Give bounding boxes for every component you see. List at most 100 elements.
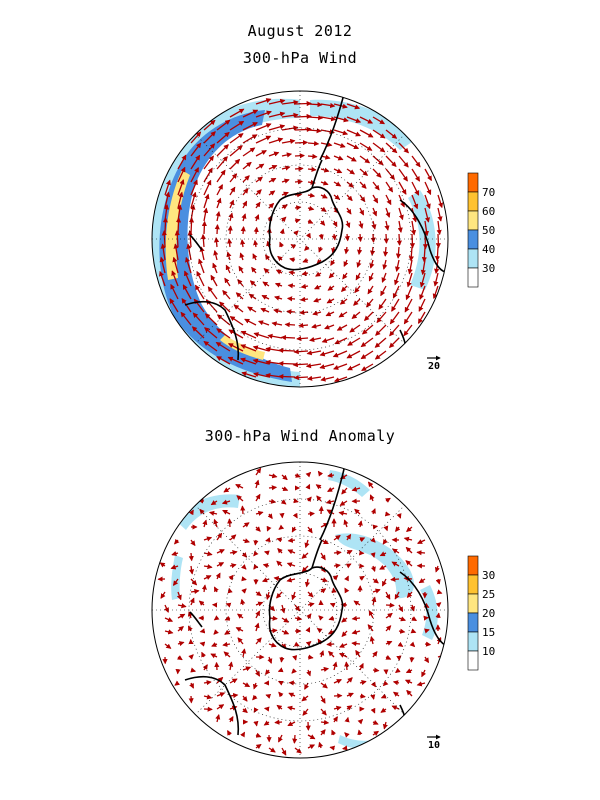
wind-vector: [213, 518, 219, 528]
wind-vector: [189, 597, 195, 606]
wind-vector: [357, 718, 364, 725]
wind-vector: [278, 360, 296, 367]
wind-vector: [200, 233, 206, 248]
wind-vector: [321, 337, 335, 343]
wind-vector: [353, 600, 361, 606]
wind-vector: [360, 337, 374, 348]
wind-vector: [329, 602, 336, 608]
wind-vector: [372, 207, 377, 217]
wind-vector: [229, 705, 238, 711]
wind-vector: [242, 109, 259, 118]
wind-vector: [423, 220, 430, 237]
wind-vector: [267, 333, 283, 339]
wind-vector: [319, 350, 335, 357]
wind-vector: [239, 252, 245, 261]
wind-vector: [203, 680, 212, 686]
wind-vector: [188, 552, 194, 562]
wind-vector: [214, 661, 220, 671]
wind-vector: [266, 525, 272, 532]
cbar2-label-0: 30: [482, 569, 496, 582]
wind-vector: [242, 122, 258, 131]
wind-vector: [382, 538, 388, 545]
wind-vector: [381, 578, 387, 587]
wind-vector: [432, 285, 439, 300]
anom-patch-w: [171, 555, 183, 600]
wind-vector: [392, 285, 400, 299]
wind-vector: [320, 729, 326, 736]
wind-vector: [421, 246, 427, 263]
wind-vector: [318, 505, 324, 515]
sa-east-2: [399, 571, 446, 646]
wind-vector: [403, 324, 413, 337]
wind-vector: [216, 549, 225, 554]
wind-vector: [346, 129, 361, 137]
wind-vector: [194, 284, 205, 300]
wind-vector: [171, 270, 179, 287]
wind-vector: [229, 173, 238, 183]
wind-vector: [418, 298, 426, 312]
wind-vector: [320, 167, 330, 173]
wind-vector: [329, 745, 336, 751]
wind-vector: [268, 202, 275, 209]
wind-vector: [255, 201, 261, 209]
panel2-title: 300-hPa Wind Anomaly: [204, 427, 396, 445]
wind-vector: [301, 565, 309, 573]
wind-vector: [253, 563, 259, 570]
wind-vector: [253, 332, 270, 339]
wind-vector: [185, 256, 192, 274]
wind-vector: [307, 166, 317, 172]
wind-vector: [332, 716, 338, 723]
wind-vector: [306, 496, 312, 503]
wind-vector: [271, 321, 283, 327]
wind-vector: [180, 311, 192, 326]
wind-vector: [333, 363, 348, 370]
wind-vector: [302, 257, 309, 263]
cbar1-label-2: 50: [482, 224, 496, 237]
wind-vector: [342, 745, 348, 751]
wind-vector: [372, 578, 379, 584]
wind-vector: [201, 220, 207, 235]
wind-vector: [294, 615, 303, 621]
wind-vector: [320, 102, 336, 109]
wind-vector: [346, 677, 353, 684]
wind-vector: [222, 509, 231, 515]
wind-vector: [341, 487, 348, 495]
wind-vector: [228, 212, 234, 222]
wind-vector: [356, 259, 362, 268]
wind-vector: [257, 320, 270, 326]
panel1-map: [151, 90, 449, 388]
panel1-border: [151, 90, 449, 388]
wind-vector: [182, 284, 192, 300]
wind-vector: [351, 486, 361, 492]
wind-vector: [398, 155, 409, 168]
wind-vector: [355, 272, 361, 281]
wind-vector: [261, 294, 270, 300]
wind-vector: [326, 509, 335, 515]
wind-vector: [227, 729, 232, 736]
wind-vector: [174, 538, 180, 545]
wind-vector: [278, 524, 285, 530]
wind-vector: [242, 682, 251, 688]
wind-vector: [203, 131, 216, 144]
anom-patch-ne: [335, 533, 415, 599]
wind-vector: [320, 588, 327, 594]
wind-vector: [203, 119, 216, 131]
figure-title: August 2012: [247, 22, 353, 40]
wind-vector: [169, 298, 179, 313]
wind-vector: [229, 692, 239, 699]
wind-vector: [170, 564, 179, 570]
wind-vector: [382, 259, 388, 270]
wind-vector: [306, 375, 322, 381]
wind-vector: [198, 600, 205, 606]
wind-vector: [240, 505, 246, 515]
wind-vector: [255, 610, 261, 619]
wind-vector: [274, 295, 283, 301]
wind-vector: [385, 497, 391, 503]
wind-vector: [346, 692, 354, 698]
wind-vector: [202, 519, 208, 528]
wind-vector: [199, 628, 206, 634]
wind-vector: [293, 349, 309, 355]
wind-vector: [293, 498, 299, 504]
wind-vector: [344, 575, 349, 582]
wind-vector: [372, 667, 380, 673]
